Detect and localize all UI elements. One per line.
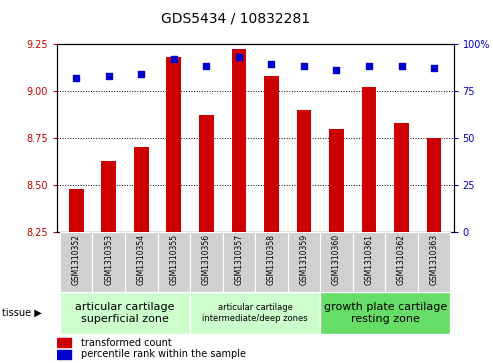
Bar xyxy=(418,232,450,292)
Point xyxy=(203,63,211,69)
Bar xyxy=(57,338,70,347)
Bar xyxy=(320,232,352,292)
Bar xyxy=(190,232,223,292)
Text: GSM1310356: GSM1310356 xyxy=(202,234,211,285)
Text: GSM1310361: GSM1310361 xyxy=(364,234,374,285)
Bar xyxy=(102,160,116,232)
Point xyxy=(267,61,275,67)
Bar xyxy=(264,76,279,232)
Bar xyxy=(93,232,125,292)
Point xyxy=(170,56,178,62)
Bar xyxy=(427,138,441,232)
Point xyxy=(235,54,243,60)
Text: GSM1310352: GSM1310352 xyxy=(71,234,81,285)
Text: percentile rank within the sample: percentile rank within the sample xyxy=(80,349,246,359)
Bar xyxy=(125,232,158,292)
Text: GSM1310358: GSM1310358 xyxy=(267,234,276,285)
Bar xyxy=(320,292,450,334)
Bar xyxy=(60,232,93,292)
Bar xyxy=(394,123,409,232)
Text: transformed count: transformed count xyxy=(80,338,171,348)
Text: GSM1310357: GSM1310357 xyxy=(234,234,244,285)
Bar xyxy=(287,232,320,292)
Bar xyxy=(167,57,181,232)
Text: tissue ▶: tissue ▶ xyxy=(2,308,42,318)
Point xyxy=(300,63,308,69)
Bar xyxy=(57,350,70,359)
Bar xyxy=(362,87,376,232)
Bar xyxy=(134,147,148,232)
Point xyxy=(332,67,340,73)
Bar xyxy=(223,232,255,292)
Text: GSM1310360: GSM1310360 xyxy=(332,234,341,285)
Point xyxy=(397,63,405,69)
Bar xyxy=(352,232,385,292)
Text: GDS5434 / 10832281: GDS5434 / 10832281 xyxy=(161,11,310,25)
Bar xyxy=(158,232,190,292)
Bar xyxy=(199,115,213,232)
Bar xyxy=(190,292,320,334)
Bar xyxy=(255,232,287,292)
Bar xyxy=(329,129,344,232)
Text: articular cartilage
intermediate/deep zones: articular cartilage intermediate/deep zo… xyxy=(202,303,308,323)
Text: growth plate cartilage
resting zone: growth plate cartilage resting zone xyxy=(323,302,447,324)
Point xyxy=(430,65,438,71)
Bar xyxy=(297,110,311,232)
Bar xyxy=(385,232,418,292)
Bar xyxy=(232,49,246,232)
Bar xyxy=(69,189,83,232)
Point xyxy=(72,75,80,81)
Point xyxy=(105,73,113,78)
Bar xyxy=(60,292,190,334)
Point xyxy=(138,71,145,77)
Text: articular cartilage
superficial zone: articular cartilage superficial zone xyxy=(75,302,175,324)
Point xyxy=(365,63,373,69)
Text: GSM1310363: GSM1310363 xyxy=(429,234,439,285)
Text: GSM1310362: GSM1310362 xyxy=(397,234,406,285)
Text: GSM1310353: GSM1310353 xyxy=(104,234,113,285)
Text: GSM1310354: GSM1310354 xyxy=(137,234,146,285)
Text: GSM1310355: GSM1310355 xyxy=(169,234,178,285)
Text: GSM1310359: GSM1310359 xyxy=(299,234,309,285)
